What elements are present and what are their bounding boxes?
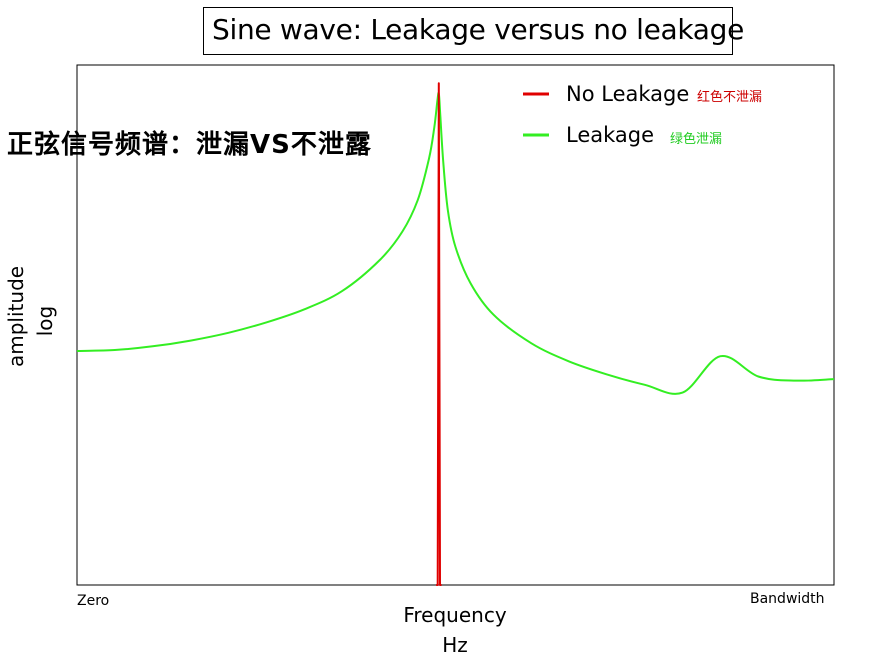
series-layer (76, 82, 835, 586)
legend-note-leakage: 绿色泄漏 (670, 132, 723, 147)
y-axis-label: amplitude (4, 265, 28, 367)
legend-label-no-leakage: No Leakage (566, 82, 690, 106)
x-axis-unit: Hz (442, 633, 468, 657)
x-tick-bandwidth: Bandwidth (750, 591, 825, 607)
legend-note-no-leakage: 红色不泄漏 (697, 90, 763, 105)
title-box (203, 7, 733, 55)
series-line-no-leakage (436, 82, 442, 586)
plot-area (76, 64, 835, 586)
legend-layer (523, 92, 549, 137)
chinese-annotation: 正弦信号频谱：泄漏VS不泄露 (7, 130, 372, 160)
chart-title: Sine wave: Leakage versus no leakage (212, 13, 745, 46)
y-axis-unit: log (33, 305, 57, 337)
x-axis-label: Frequency (403, 603, 507, 627)
x-tick-zero: Zero (77, 593, 110, 609)
legend-label-leakage: Leakage (566, 123, 655, 147)
